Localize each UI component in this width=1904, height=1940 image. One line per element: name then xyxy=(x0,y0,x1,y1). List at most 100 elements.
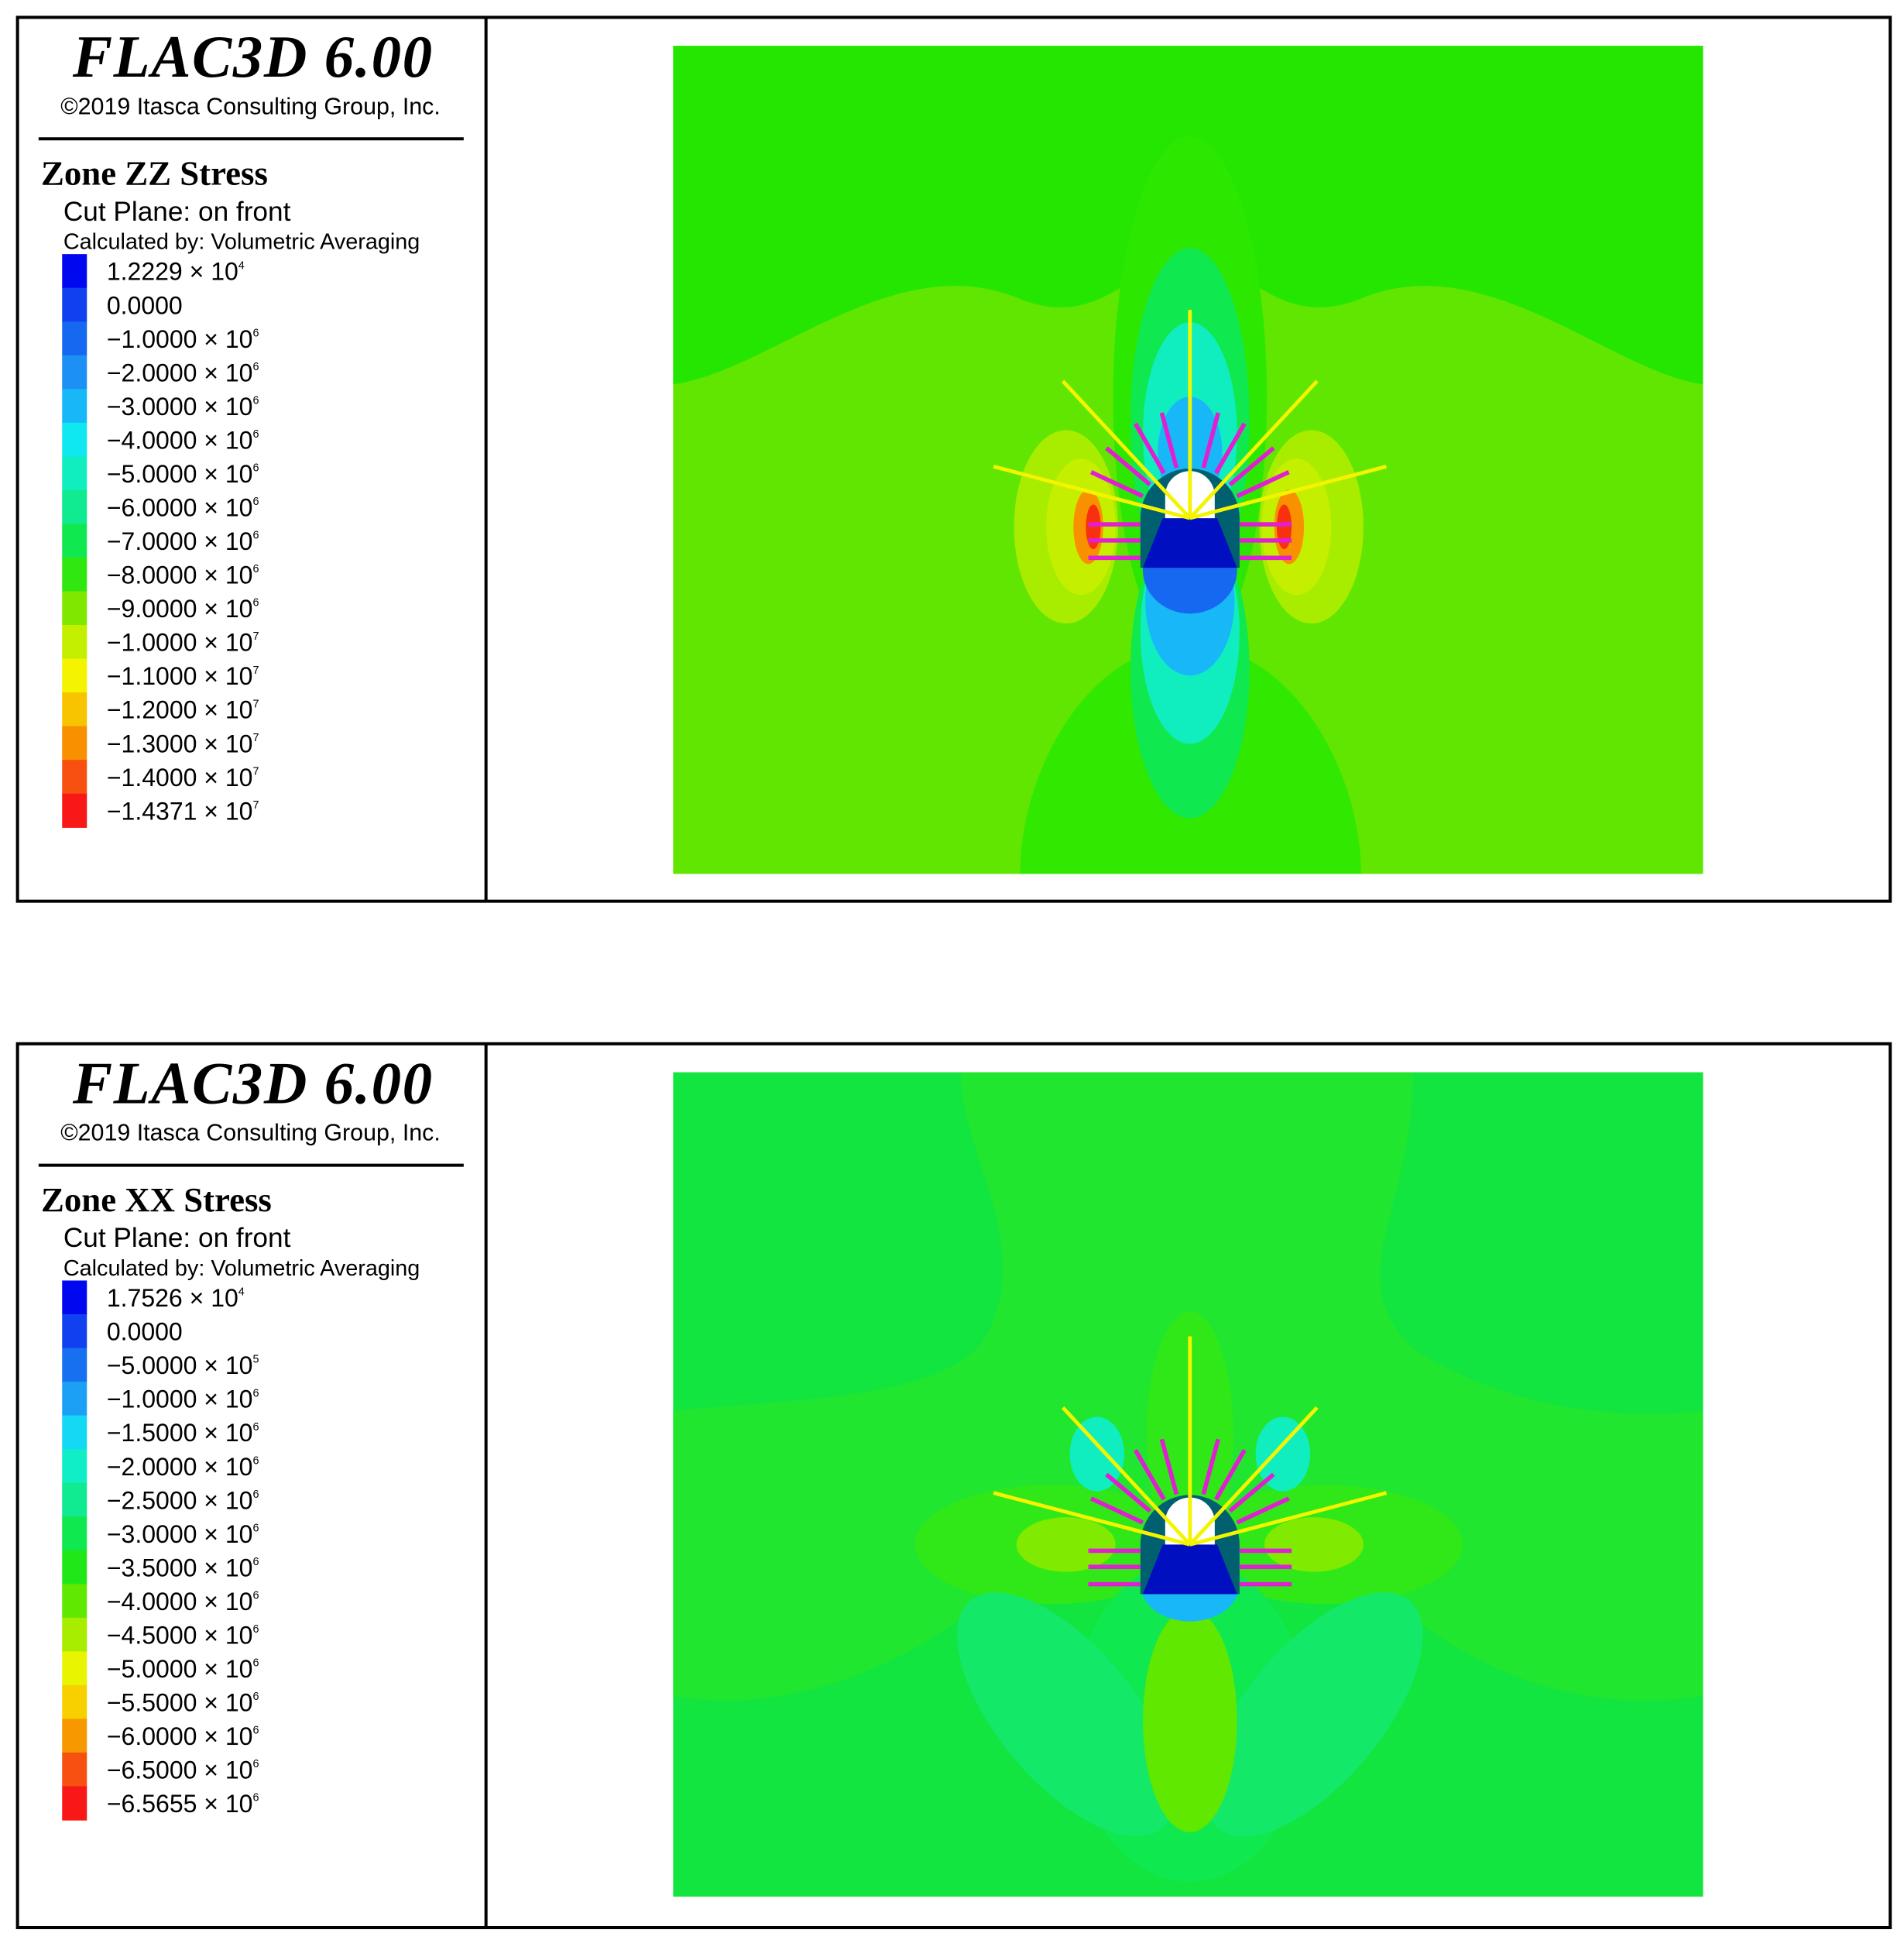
cable-bolt xyxy=(1089,470,1144,499)
legend-swatch xyxy=(62,1719,87,1753)
legend-swatch xyxy=(62,760,87,795)
legend-exponent: 7 xyxy=(252,630,259,643)
cable-bolt xyxy=(1236,470,1290,499)
legend-label: −1.2000 × 107 xyxy=(107,696,259,724)
rock-bolt xyxy=(1189,465,1388,520)
legend-label: −2.5000 × 106 xyxy=(107,1486,259,1514)
legend-mantissa: 0.0000 xyxy=(107,291,183,319)
legend-exponent: 6 xyxy=(252,1691,259,1703)
legend-mantissa: −2.0000 × 10 xyxy=(107,359,253,386)
tunnel-floor xyxy=(1142,1544,1237,1595)
legend-exponent: 7 xyxy=(252,799,259,812)
legend-mantissa: −6.0000 × 10 xyxy=(107,1722,253,1750)
legend-exponent: 6 xyxy=(252,1556,259,1568)
legend-swatch xyxy=(62,1786,87,1821)
rock-bolt xyxy=(993,1491,1191,1547)
software-title: FLAC3D 6.00 xyxy=(72,1051,434,1117)
legend-mantissa: −2.5000 × 10 xyxy=(107,1486,253,1514)
legend-mantissa: 1.2229 × 10 xyxy=(107,258,238,286)
legend-mantissa: 0.0000 xyxy=(107,1318,183,1346)
cable-bolt xyxy=(1105,1472,1152,1513)
software-title: FLAC3D 6.00 xyxy=(72,24,434,90)
legend-mantissa: −2.0000 × 10 xyxy=(107,1453,253,1481)
legend-exponent: 6 xyxy=(252,1590,259,1602)
cable-bolt xyxy=(1201,1438,1220,1495)
legend-label: −1.0000 × 106 xyxy=(107,1385,259,1413)
contour-band xyxy=(1086,504,1101,550)
legend-mantissa: −1.0000 × 10 xyxy=(107,1385,253,1413)
cable-bolt xyxy=(1214,422,1247,475)
legend-label: −1.4371 × 107 xyxy=(107,797,259,825)
legend-mantissa: −1.0000 × 10 xyxy=(107,629,253,657)
legend-swatch xyxy=(62,625,87,660)
legend-swatch xyxy=(62,1651,87,1686)
legend-label: −3.0000 × 106 xyxy=(107,393,259,421)
legend-mantissa: −3.0000 × 10 xyxy=(107,393,253,421)
tunnel-floor xyxy=(1142,518,1237,568)
contour-band xyxy=(1264,1517,1364,1572)
legend-swatch xyxy=(62,254,87,289)
legend-swatch xyxy=(62,1280,87,1315)
legend-swatch xyxy=(62,1348,87,1382)
legend-exponent: 6 xyxy=(252,1792,259,1804)
legend-label: −5.0000 × 106 xyxy=(107,1655,259,1683)
legend-swatch xyxy=(62,1617,87,1653)
legend-mantissa: −1.4000 × 10 xyxy=(107,764,253,791)
legend-exponent: 6 xyxy=(252,597,259,609)
legend-swatch xyxy=(62,1415,87,1450)
contour-plot xyxy=(673,1072,1703,1897)
legend-label: −1.1000 × 107 xyxy=(107,662,259,690)
legend-exponent: 6 xyxy=(252,1657,259,1670)
legend-exponent: 7 xyxy=(252,664,259,677)
legend-mantissa: −5.5000 × 10 xyxy=(107,1689,253,1717)
legend-swatch xyxy=(62,524,87,558)
panel: FLAC3D 6.00 ©2019 Itasca Consulting Group… xyxy=(15,1042,1892,1929)
legend-swatch xyxy=(62,489,87,525)
plot-title: Zone ZZ Stress xyxy=(41,153,268,192)
panel-frame xyxy=(15,15,1892,903)
legend-exponent: 7 xyxy=(252,698,259,710)
calculated-by: Calculated by: Volumetric Averaging xyxy=(63,230,420,255)
legend-exponent: 6 xyxy=(252,1522,259,1534)
legend-swatch xyxy=(62,591,87,626)
copyright: ©2019 Itasca Consulting Group, Inc. xyxy=(60,1120,441,1146)
legend-swatch xyxy=(62,1482,87,1517)
copyright: ©2019 Itasca Consulting Group, Inc. xyxy=(60,93,441,119)
legend-exponent: 6 xyxy=(252,1488,259,1501)
legend-swatch xyxy=(62,658,87,693)
calculated-by: Calculated by: Volumetric Averaging xyxy=(63,1256,420,1281)
rock-bolt xyxy=(1189,1406,1319,1547)
legend-label: −1.5000 × 106 xyxy=(107,1419,259,1447)
legend-label: −1.3000 × 107 xyxy=(107,730,259,757)
legend-swatch xyxy=(62,692,87,727)
cable-bolt xyxy=(1159,1438,1179,1495)
legend-exponent: 6 xyxy=(252,530,259,542)
legend-label: −2.0000 × 106 xyxy=(107,359,259,386)
legend-mantissa: −9.0000 × 10 xyxy=(107,595,253,623)
legend-mantissa: −6.5000 × 10 xyxy=(107,1756,253,1784)
legend-label: −1.0000 × 107 xyxy=(107,629,259,657)
legend-exponent: 7 xyxy=(252,732,259,744)
legend-mantissa: −7.0000 × 10 xyxy=(107,527,253,555)
legend-label: −8.0000 × 106 xyxy=(107,561,259,589)
legend-label: −6.0000 × 106 xyxy=(107,1722,259,1750)
contour-band xyxy=(1142,1609,1237,1832)
legend-mantissa: −1.0000 × 10 xyxy=(107,325,253,353)
legend-mantissa: −4.5000 × 10 xyxy=(107,1621,253,1649)
legend-exponent: 6 xyxy=(252,1387,259,1399)
legend-label: −4.0000 × 106 xyxy=(107,1588,259,1616)
legend-exponent: 6 xyxy=(252,1758,259,1770)
legend-label: −3.5000 × 106 xyxy=(107,1554,259,1581)
legend-label: −4.0000 × 106 xyxy=(107,426,259,454)
legend-mantissa: −1.5000 × 10 xyxy=(107,1419,253,1447)
legend-mantissa: −3.0000 × 10 xyxy=(107,1520,253,1548)
panel: FLAC3D 6.00 ©2019 Itasca Consulting Group… xyxy=(15,15,1892,903)
legend-mantissa: −4.0000 × 10 xyxy=(107,1588,253,1616)
cable-bolt xyxy=(1236,1496,1290,1525)
rock-bolt xyxy=(1061,1406,1192,1547)
legend-swatch xyxy=(62,793,87,828)
contour-band xyxy=(957,1592,1175,1837)
cable-bolt xyxy=(1228,1472,1275,1513)
